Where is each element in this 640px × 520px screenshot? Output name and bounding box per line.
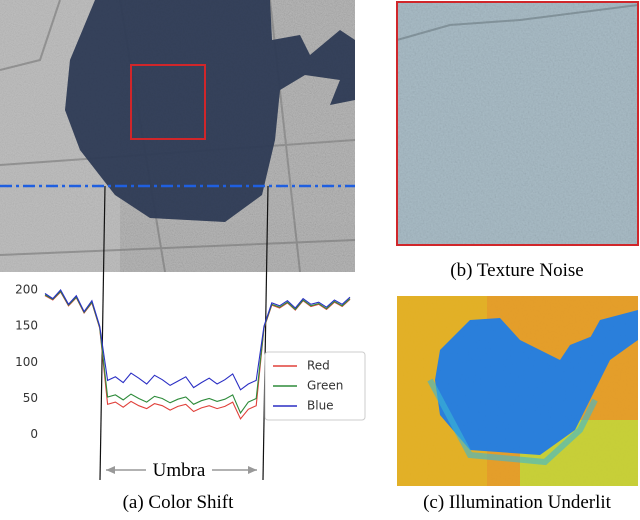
connector: [262, 185, 269, 481]
annotation-bg: [146, 459, 212, 481]
legend-box: [264, 351, 366, 421]
line-chart: 0 50 100 150 200 Red Green Blue Umbra: [15, 282, 366, 481]
connector: [99, 185, 106, 481]
caption: (a) Color Shift: [123, 492, 235, 513]
y-tick-label: 150: [15, 319, 38, 333]
shadow-photo: [0, 0, 355, 272]
y-tick-label: 0: [30, 427, 38, 441]
y-tick-label: 50: [23, 391, 38, 405]
annotation: Umbra: [153, 460, 206, 481]
y-tick-label: 200: [15, 282, 38, 296]
caption: (c) Illumination Underlit: [423, 492, 612, 513]
y-tick-label: 100: [15, 355, 38, 369]
arrow-head: [248, 466, 257, 474]
legend-label: Blue: [307, 399, 334, 413]
legend-label: Green: [307, 379, 343, 393]
legend-label: Red: [307, 359, 330, 373]
texture-crop: [396, 1, 639, 246]
series-line: [44, 288, 351, 391]
caption: (b) Texture Noise: [450, 260, 583, 281]
arrow-head: [106, 466, 115, 474]
illumination-map: [397, 296, 638, 486]
